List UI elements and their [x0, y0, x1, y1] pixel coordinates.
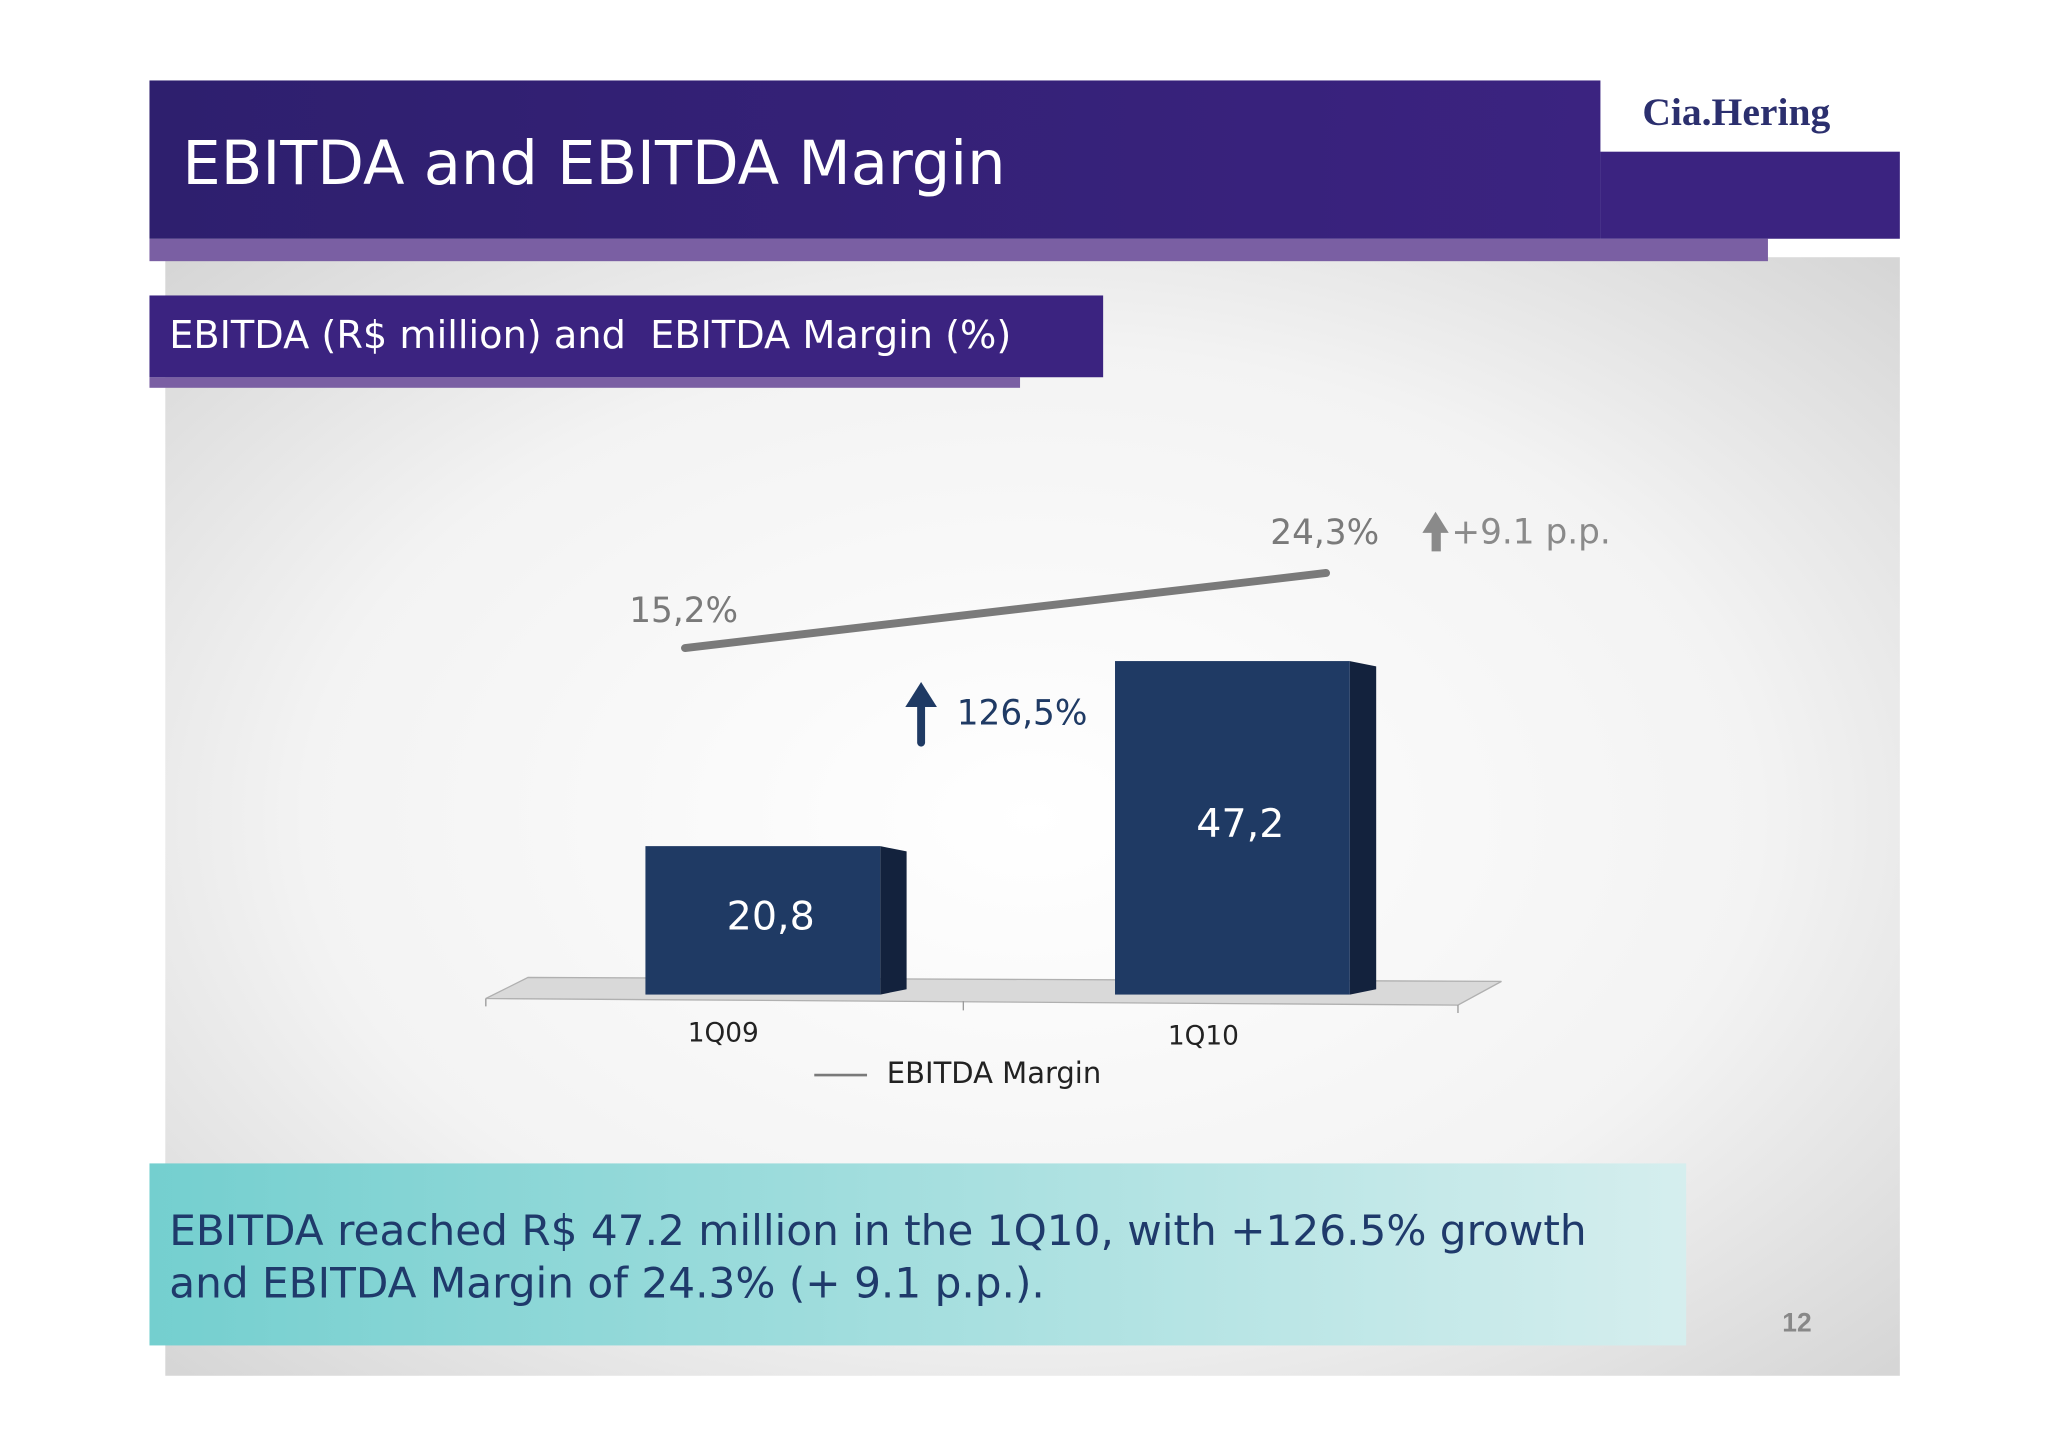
- legend-label: EBITDA Margin: [887, 1056, 1101, 1090]
- line-value-label: 15,2%: [629, 591, 738, 631]
- bar: [645, 846, 881, 995]
- summary-box: [149, 1163, 1687, 1346]
- chart-title: EBITDA (R$ million) and EBITDA Margin (%…: [169, 313, 1011, 358]
- summary-line: EBITDA reached R$ 47.2 million in the 1Q…: [169, 1206, 1586, 1255]
- bar-side: [880, 846, 907, 995]
- x-tick-label: 1Q09: [688, 1019, 759, 1049]
- bar-value-label: 20,8: [727, 894, 815, 940]
- bar-side: [1349, 661, 1377, 995]
- subtitle-strip: [149, 377, 1021, 388]
- bar-value-label: 47,2: [1196, 801, 1284, 847]
- margin-line: [681, 569, 1331, 652]
- page-number: 12: [1782, 1307, 1811, 1337]
- margin-arrow-head: [1422, 511, 1449, 533]
- x-tick-label: 1Q10: [1168, 1021, 1239, 1051]
- header-band-right: [1600, 151, 1900, 239]
- subtitle-box: [149, 295, 1104, 378]
- line-value-label: 24,3%: [1270, 513, 1379, 553]
- header-band: [149, 80, 1601, 239]
- slide-title: EBITDA and EBITDA Margin: [182, 129, 1005, 199]
- bar: [1115, 661, 1350, 995]
- header-strip: [149, 238, 1768, 262]
- floor-ticks: [485, 998, 1459, 1014]
- margin-arrow: [1431, 530, 1441, 552]
- summary-line: and EBITDA Margin of 24.3% (+ 9.1 p.p.).: [169, 1259, 1045, 1308]
- annotation: +9.1 p.p.: [1451, 513, 1610, 553]
- growth-arrow-head: [905, 681, 937, 708]
- logo: Cia.Hering: [1642, 90, 1830, 134]
- annotation: 126,5%: [957, 693, 1088, 733]
